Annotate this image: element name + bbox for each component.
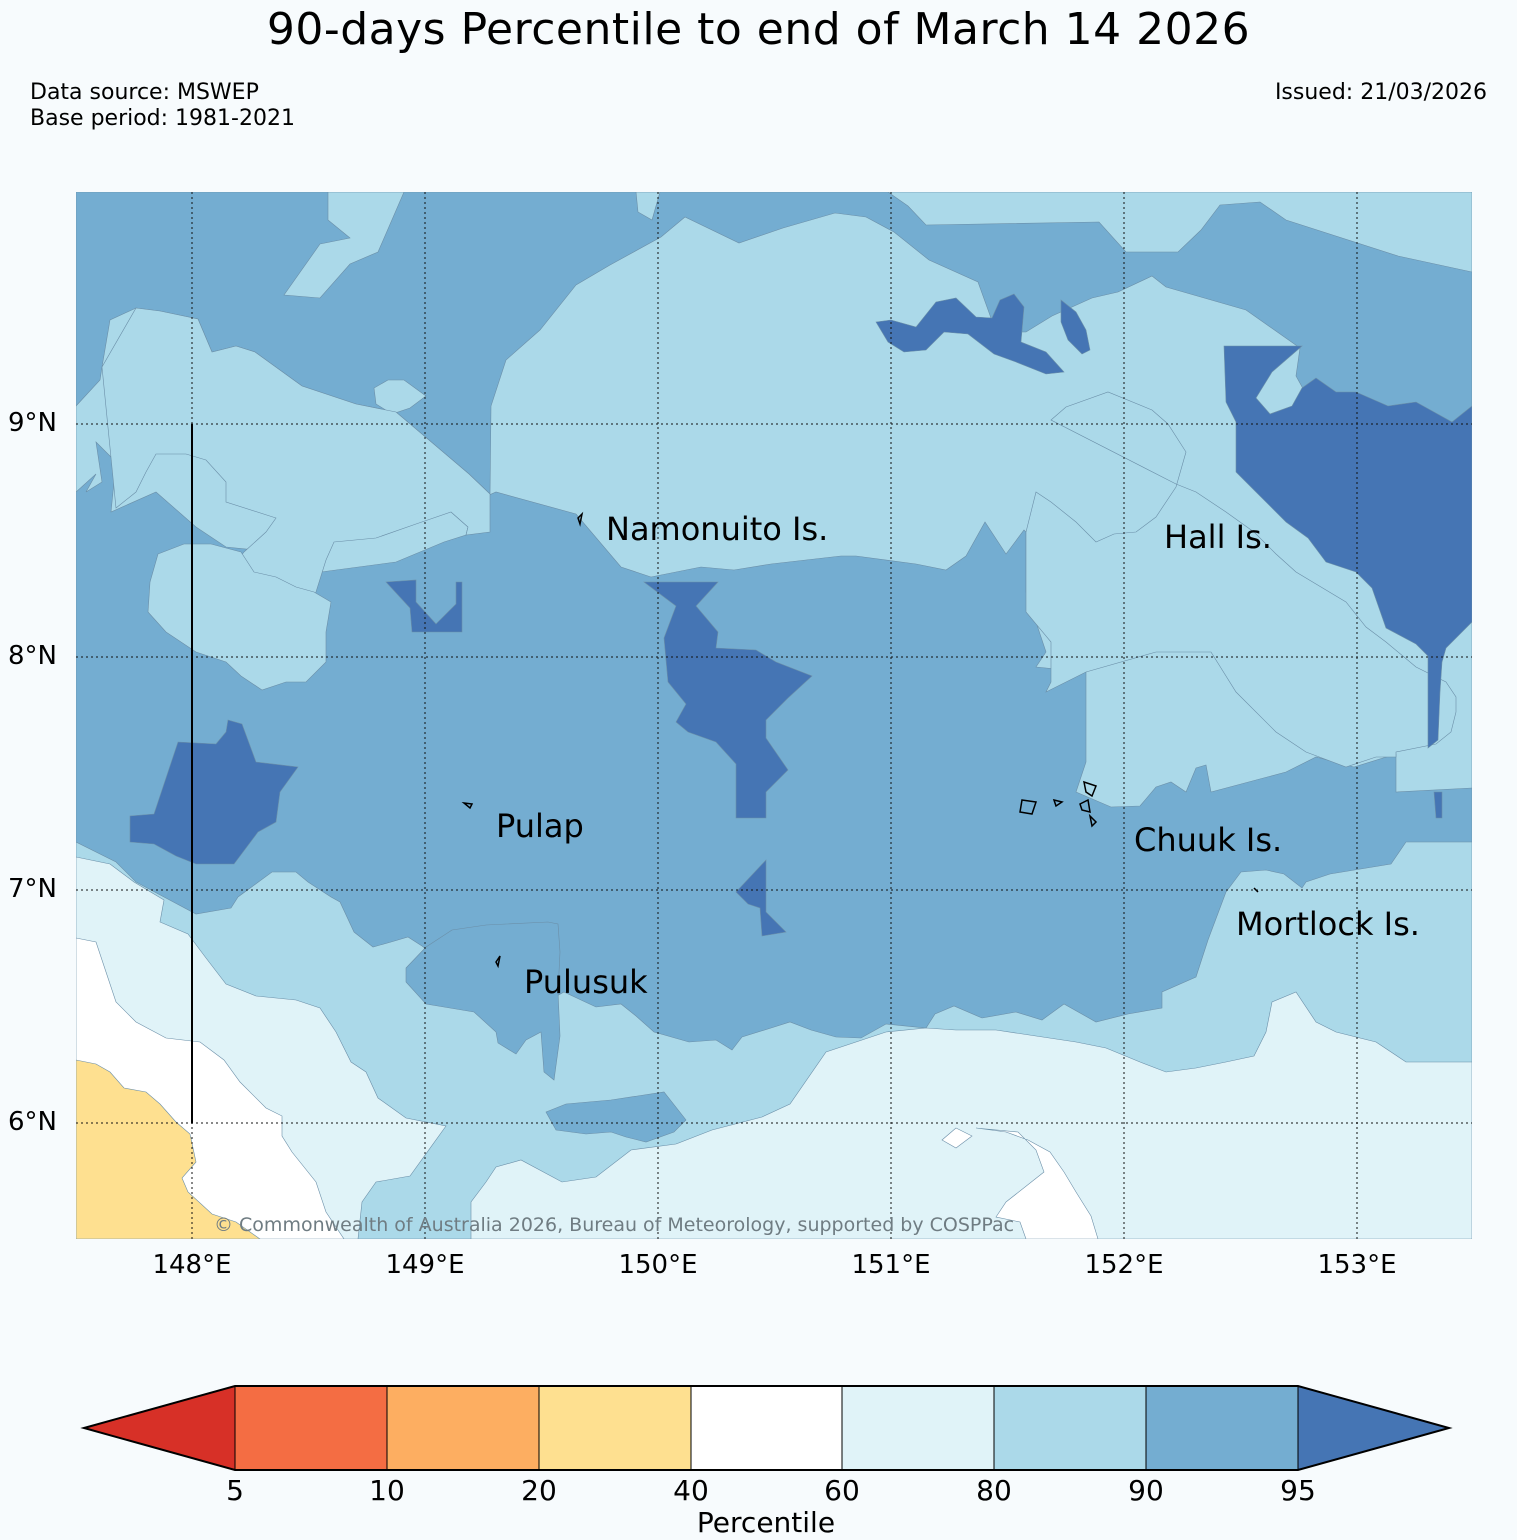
lat-label-6n: 6°N bbox=[8, 1107, 57, 1137]
colorbar-tick-95: 95 bbox=[1280, 1474, 1316, 1507]
island-outlines bbox=[461, 511, 1259, 969]
lon-label-150e: 150°E bbox=[618, 1250, 698, 1280]
colorbar-segment-above-95 bbox=[1297, 1385, 1451, 1471]
copyright-notice: © Commonwealth of Australia 2026, Bureau… bbox=[214, 1214, 1015, 1236]
colorbar-segment-60-80 bbox=[841, 1385, 995, 1471]
lon-label-149e: 149°E bbox=[385, 1250, 465, 1280]
place-mortlock: Mortlock Is. bbox=[1236, 905, 1420, 943]
colorbar-tick-90: 90 bbox=[1128, 1474, 1164, 1507]
percentile-colorbar bbox=[80, 1385, 1453, 1471]
colorbar-segment-below-5 bbox=[82, 1385, 236, 1471]
region-above-95-e bbox=[1433, 791, 1443, 819]
colorbar-tick-60: 60 bbox=[824, 1474, 860, 1507]
colorbar-segment-40-60 bbox=[690, 1385, 843, 1471]
region-20-40-southwest bbox=[76, 1059, 261, 1239]
place-hall: Hall Is. bbox=[1164, 518, 1272, 556]
region-90-95-south bbox=[545, 1091, 687, 1143]
map-metadata: Data source: MSWEP Base period: 1981-202… bbox=[30, 80, 295, 132]
region-80-90-west bbox=[101, 307, 491, 613]
place-chuuk: Chuuk Is. bbox=[1134, 821, 1282, 859]
region-60-80-south-2 bbox=[470, 991, 1472, 1239]
region-above-95-ne bbox=[1223, 345, 1472, 749]
colorbar-segment-5-10 bbox=[234, 1385, 388, 1471]
region-90-95-pulusuk bbox=[405, 921, 561, 1081]
region-above-95-n2 bbox=[1060, 299, 1091, 355]
colorbar-tick-40: 40 bbox=[673, 1474, 709, 1507]
lat-label-8n: 8°N bbox=[8, 641, 57, 671]
colorbar-segment-80-90 bbox=[993, 1385, 1147, 1471]
region-above-95-w1 bbox=[385, 579, 463, 633]
colorbar-segment-10-20 bbox=[386, 1385, 540, 1471]
percentile-map[interactable]: Namonuito Is. Hall Is. Pulap Chuuk Is. M… bbox=[76, 192, 1472, 1239]
place-pulap: Pulap bbox=[496, 807, 584, 845]
issued-date: Issued: 21/03/2026 bbox=[1274, 80, 1487, 105]
colorbar-label: Percentile bbox=[696, 1506, 836, 1539]
map-title: 90-days Percentile to end of March 14 20… bbox=[266, 4, 1251, 55]
lon-label-152e: 152°E bbox=[1084, 1250, 1164, 1280]
data-source-text: Data source: MSWEP bbox=[30, 80, 259, 105]
lat-label-9n: 9°N bbox=[8, 408, 57, 438]
region-80-90-east bbox=[1025, 391, 1457, 768]
region-above-95-c2 bbox=[735, 859, 787, 937]
place-pulusuk: Pulusuk bbox=[524, 963, 648, 1001]
colorbar-tick-5: 5 bbox=[226, 1474, 244, 1507]
colorbar-tick-10: 10 bbox=[369, 1474, 405, 1507]
lon-label-151e: 151°E bbox=[851, 1250, 931, 1280]
region-above-95-c bbox=[643, 581, 813, 819]
region-above-95-w2 bbox=[129, 719, 299, 865]
region-40-60-south bbox=[941, 1127, 1099, 1239]
lat-label-7n: 7°N bbox=[8, 874, 57, 904]
map-canvas: Namonuito Is. Hall Is. Pulap Chuuk Is. M… bbox=[76, 192, 1472, 1239]
colorbar-tick-80: 80 bbox=[976, 1474, 1012, 1507]
place-namonuito: Namonuito Is. bbox=[606, 510, 828, 548]
colorbar-segment-90-95 bbox=[1145, 1385, 1299, 1471]
region-80-90-west-inner bbox=[147, 543, 332, 691]
colorbar-tick-20: 20 bbox=[521, 1474, 557, 1507]
lon-label-148e: 148°E bbox=[152, 1250, 232, 1280]
colorbar-segment-20-40 bbox=[538, 1385, 692, 1471]
lon-label-153e: 153°E bbox=[1317, 1250, 1397, 1280]
base-period-text: Base period: 1981-2021 bbox=[30, 106, 295, 131]
region-above-95-n1 bbox=[875, 293, 1065, 375]
